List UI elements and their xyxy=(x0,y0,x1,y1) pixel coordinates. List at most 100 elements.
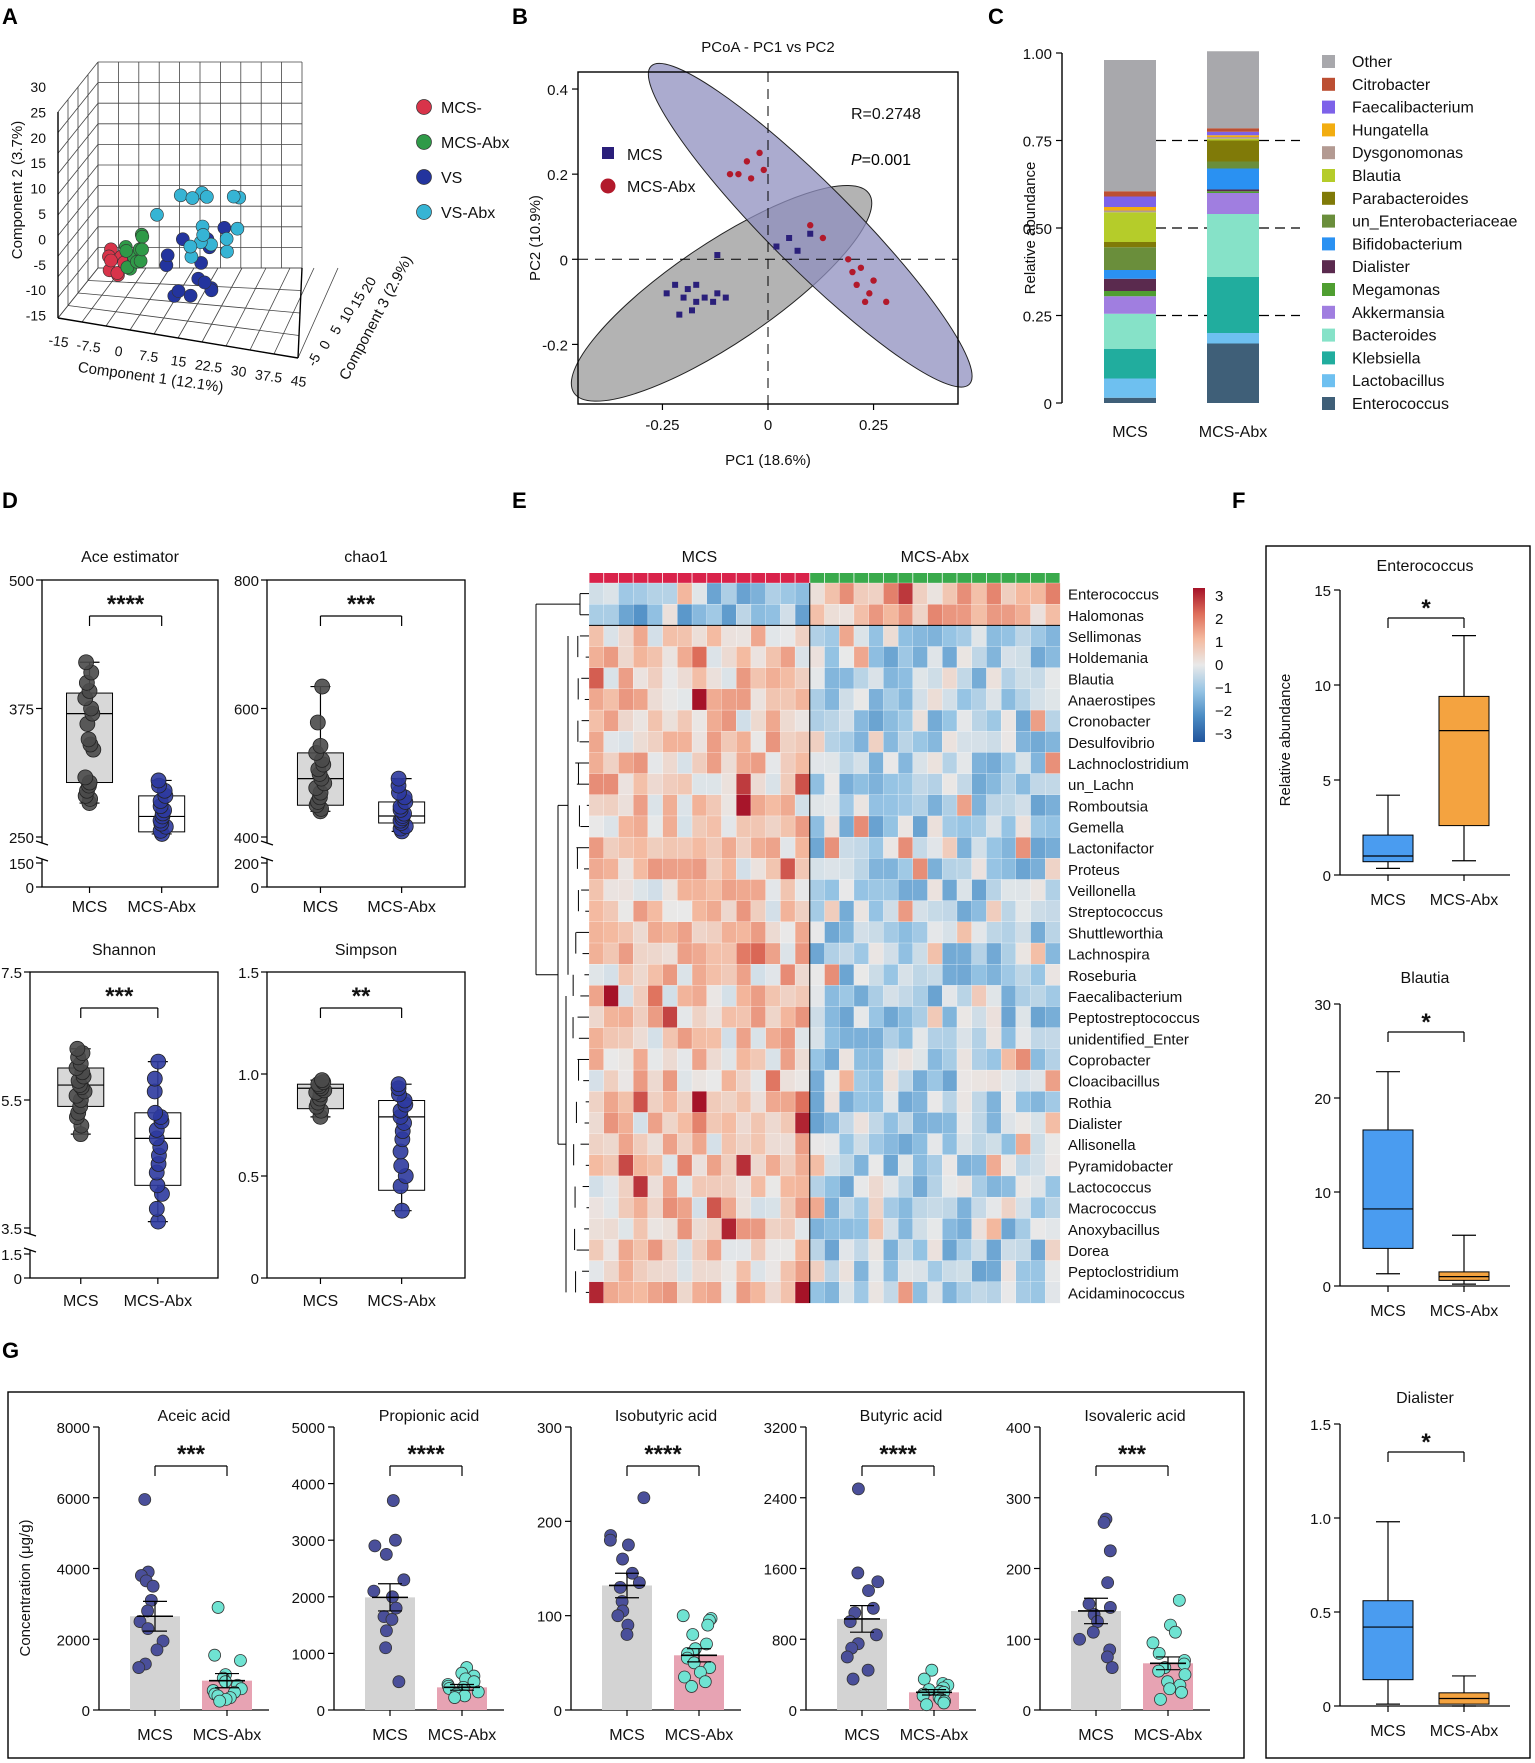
heatmap-cell xyxy=(1015,752,1032,775)
heatmap-cell xyxy=(839,752,855,775)
tick-label-z: -5 xyxy=(304,350,324,369)
heatmap-cell xyxy=(780,1218,796,1240)
heatmap-cell xyxy=(765,731,781,753)
significance-stars: **** xyxy=(407,1441,445,1468)
heatmap-cell xyxy=(633,625,649,647)
heatmap-cell xyxy=(868,815,884,838)
heatmap-cell xyxy=(647,625,664,647)
heatmap-cell xyxy=(1030,836,1046,859)
heatmap-cell xyxy=(633,815,649,838)
heatmap-cell xyxy=(809,1196,825,1219)
heatmap-cell xyxy=(912,942,928,965)
heatmap-cell xyxy=(765,1175,781,1198)
heatmap-cell xyxy=(736,1196,752,1219)
heatmap-cell xyxy=(1045,836,1061,859)
heatmap-cell xyxy=(912,1069,928,1092)
heatmap-cell xyxy=(1030,921,1046,944)
heatmap-cell xyxy=(971,709,987,732)
heatmap-cell xyxy=(662,1133,678,1156)
heatmap-cell xyxy=(853,900,870,923)
heatmap-cell xyxy=(588,1048,605,1071)
heatmap-cell xyxy=(942,794,958,817)
heatmap-cell xyxy=(662,794,678,817)
heatmap-cell xyxy=(883,1112,899,1135)
heatmap-cell xyxy=(780,604,796,626)
tick-label-y: 300 xyxy=(537,1420,562,1437)
heatmap-cell xyxy=(677,709,693,732)
heatmap-cell xyxy=(883,1048,899,1071)
heatmap-cell xyxy=(677,794,693,817)
tick-label-y: 30 xyxy=(1314,997,1331,1014)
heatmap-cell xyxy=(883,879,899,902)
data-point xyxy=(603,1533,617,1547)
tick-label-y: 20 xyxy=(30,130,46,146)
heatmap-cell xyxy=(780,858,796,880)
heatmap-cell xyxy=(971,1154,987,1177)
heatmap-cell xyxy=(971,646,987,669)
data-point xyxy=(866,290,873,297)
data-point xyxy=(1073,1632,1086,1646)
data-point xyxy=(857,264,865,271)
chart-title: PCoA - PC1 vs PC2 xyxy=(701,39,834,56)
heatmap-cell xyxy=(588,688,605,711)
plot-frame xyxy=(266,579,466,888)
heatmap-cell xyxy=(662,1027,678,1050)
heatmap-cell xyxy=(824,1175,840,1198)
heatmap-cell xyxy=(588,1239,605,1262)
heatmap-cell xyxy=(809,1006,825,1029)
heatmap-cell xyxy=(750,667,767,690)
subplot-title: Propionic acid xyxy=(379,1408,480,1425)
heatmap-cell xyxy=(1045,1027,1061,1050)
heatmap-cell xyxy=(912,858,928,880)
axis-break-mark xyxy=(260,856,274,862)
data-point xyxy=(840,1650,854,1664)
bar-segment xyxy=(1207,189,1259,192)
heatmap-cell xyxy=(824,646,840,669)
heatmap-cell xyxy=(633,1112,649,1135)
tick-label-y: 2000 xyxy=(292,1590,325,1607)
heatmap-cell xyxy=(765,688,781,711)
data-point xyxy=(871,1575,885,1589)
heatmap-cell xyxy=(750,1069,767,1092)
heatmap-cell xyxy=(1030,1027,1046,1050)
tick-label-y: 0 xyxy=(560,252,568,269)
heatmap-cell xyxy=(1030,773,1046,796)
plot-frame xyxy=(29,971,219,1279)
heatmap-cell xyxy=(839,688,855,711)
tick-label-y: 1000 xyxy=(292,1646,325,1663)
heatmap-cell xyxy=(662,667,678,690)
heatmap-cell xyxy=(736,604,752,626)
heatmap-cell xyxy=(780,646,796,669)
heatmap-cell xyxy=(633,942,649,965)
data-point xyxy=(869,1628,883,1642)
heatmap-cell xyxy=(942,1006,958,1029)
tick-label-y: -0.2 xyxy=(542,337,568,354)
heatmap-cell xyxy=(721,794,737,817)
heatmap-cell xyxy=(750,582,767,605)
heatmap-cell xyxy=(839,1281,855,1304)
heatmap-cell xyxy=(839,942,855,965)
heatmap-cell xyxy=(647,1048,664,1071)
heatmap-cell xyxy=(868,646,884,669)
data-point xyxy=(379,1547,393,1561)
subplot-title: Ace estimator xyxy=(81,549,179,566)
heatmap-cell xyxy=(1000,688,1017,711)
heatmap-cell xyxy=(662,1069,678,1092)
subplot-title: Isovaleric acid xyxy=(1084,1408,1185,1425)
heatmap-cell xyxy=(721,1006,737,1029)
heatmap-cell xyxy=(897,858,914,880)
axis-line xyxy=(57,317,299,359)
heatmap-cell xyxy=(839,1069,855,1092)
heatmap-cell xyxy=(927,625,943,647)
heatmap-cell xyxy=(1030,1218,1046,1240)
heatmap-cell xyxy=(853,1112,870,1135)
heatmap-cell xyxy=(883,836,899,859)
heatmap-cell xyxy=(839,1112,855,1135)
legend-label: Megamonas xyxy=(1352,282,1440,299)
heatmap-cell xyxy=(986,1133,1002,1156)
tick-label-y: 0.50 xyxy=(1023,221,1052,238)
heatmap-cell xyxy=(647,1175,664,1198)
legend-swatch xyxy=(1322,146,1335,160)
heatmap-cell xyxy=(662,582,678,605)
